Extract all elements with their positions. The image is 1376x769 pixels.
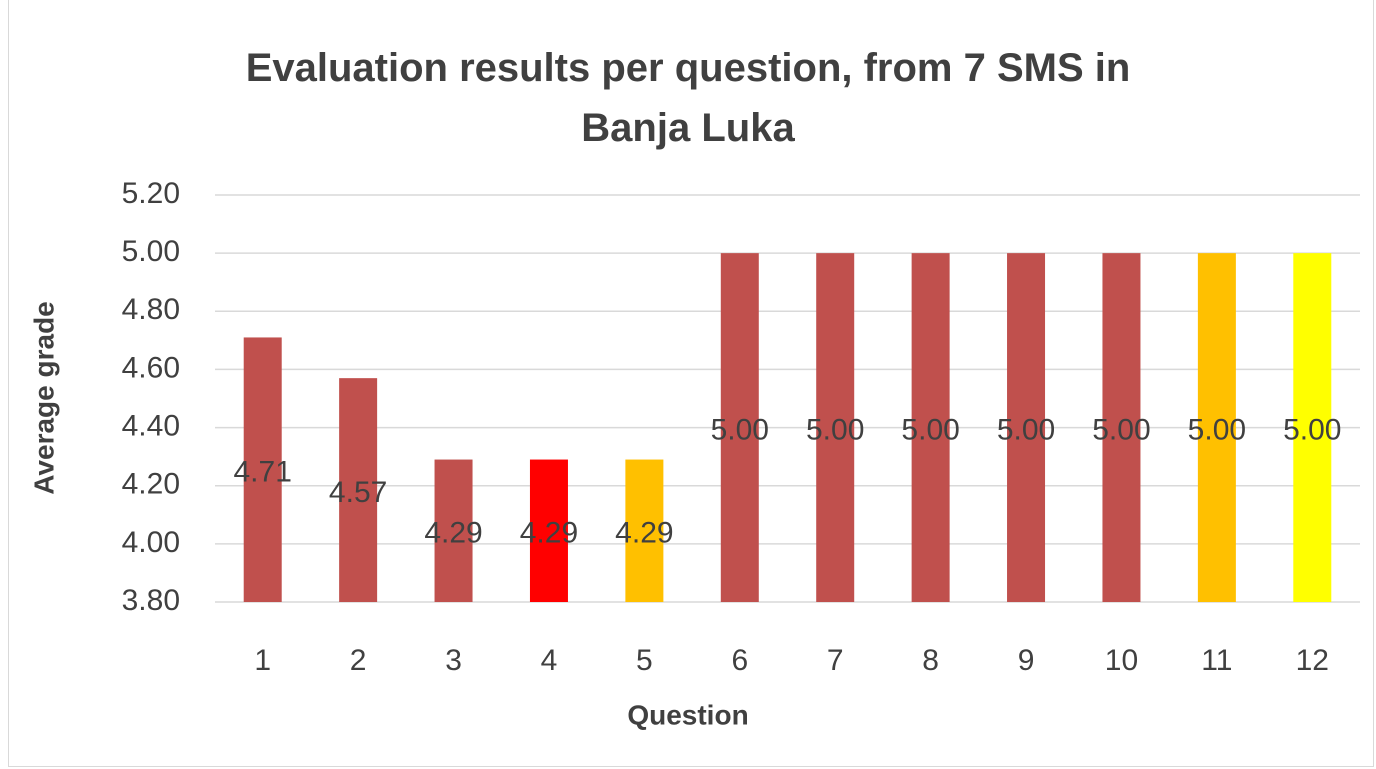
data-label: 5.00 [997, 413, 1055, 446]
x-tick-label: 2 [350, 644, 367, 677]
chart-frame [8, 0, 1374, 767]
x-tick-label: 9 [1018, 644, 1035, 677]
y-tick-label: 3.80 [122, 584, 180, 617]
data-label: 5.00 [1188, 413, 1246, 446]
bar [339, 378, 378, 602]
y-tick-label: 4.00 [122, 526, 180, 559]
bar [816, 253, 855, 602]
bar [243, 337, 282, 602]
data-label: 4.29 [520, 517, 578, 550]
data-label: 4.29 [424, 517, 482, 550]
x-tick-label: 3 [445, 644, 462, 677]
data-label: 4.29 [615, 517, 673, 550]
bar [911, 253, 950, 602]
data-label: 5.00 [1283, 413, 1341, 446]
bar [1007, 253, 1046, 602]
x-tick-label: 4 [541, 644, 558, 677]
y-axis-title: Average grade [28, 301, 59, 495]
x-tick-label: 5 [636, 644, 653, 677]
x-tick-label: 10 [1105, 644, 1138, 677]
chart-title: Evaluation results per question, from 7 … [245, 46, 1131, 150]
y-tick-label: 4.60 [122, 351, 180, 384]
y-tick-label: 4.40 [122, 409, 180, 442]
data-label: 5.00 [901, 413, 959, 446]
x-tick-label: 11 [1201, 644, 1232, 677]
x-tick-label: 12 [1296, 644, 1329, 677]
data-label: 5.00 [1092, 413, 1150, 446]
data-label: 5.00 [806, 413, 864, 446]
bar [720, 253, 759, 602]
x-tick-label: 8 [922, 644, 939, 677]
y-tick-label: 4.80 [122, 293, 180, 326]
bar [1102, 253, 1141, 602]
x-tick-label: 1 [254, 644, 271, 677]
x-tick-label: 7 [827, 644, 844, 677]
y-tick-label: 5.00 [122, 235, 180, 268]
bar [1293, 253, 1332, 602]
y-tick-label: 5.20 [122, 177, 180, 210]
x-axis-title: Question [627, 699, 748, 730]
bar [625, 459, 664, 602]
bar [529, 459, 568, 602]
data-label: 4.57 [329, 476, 387, 509]
data-label: 4.71 [234, 456, 292, 489]
y-tick-label: 4.20 [122, 468, 180, 501]
bar [1197, 253, 1236, 602]
x-tick-label: 6 [731, 644, 748, 677]
bar [434, 459, 473, 602]
data-label: 5.00 [711, 413, 769, 446]
